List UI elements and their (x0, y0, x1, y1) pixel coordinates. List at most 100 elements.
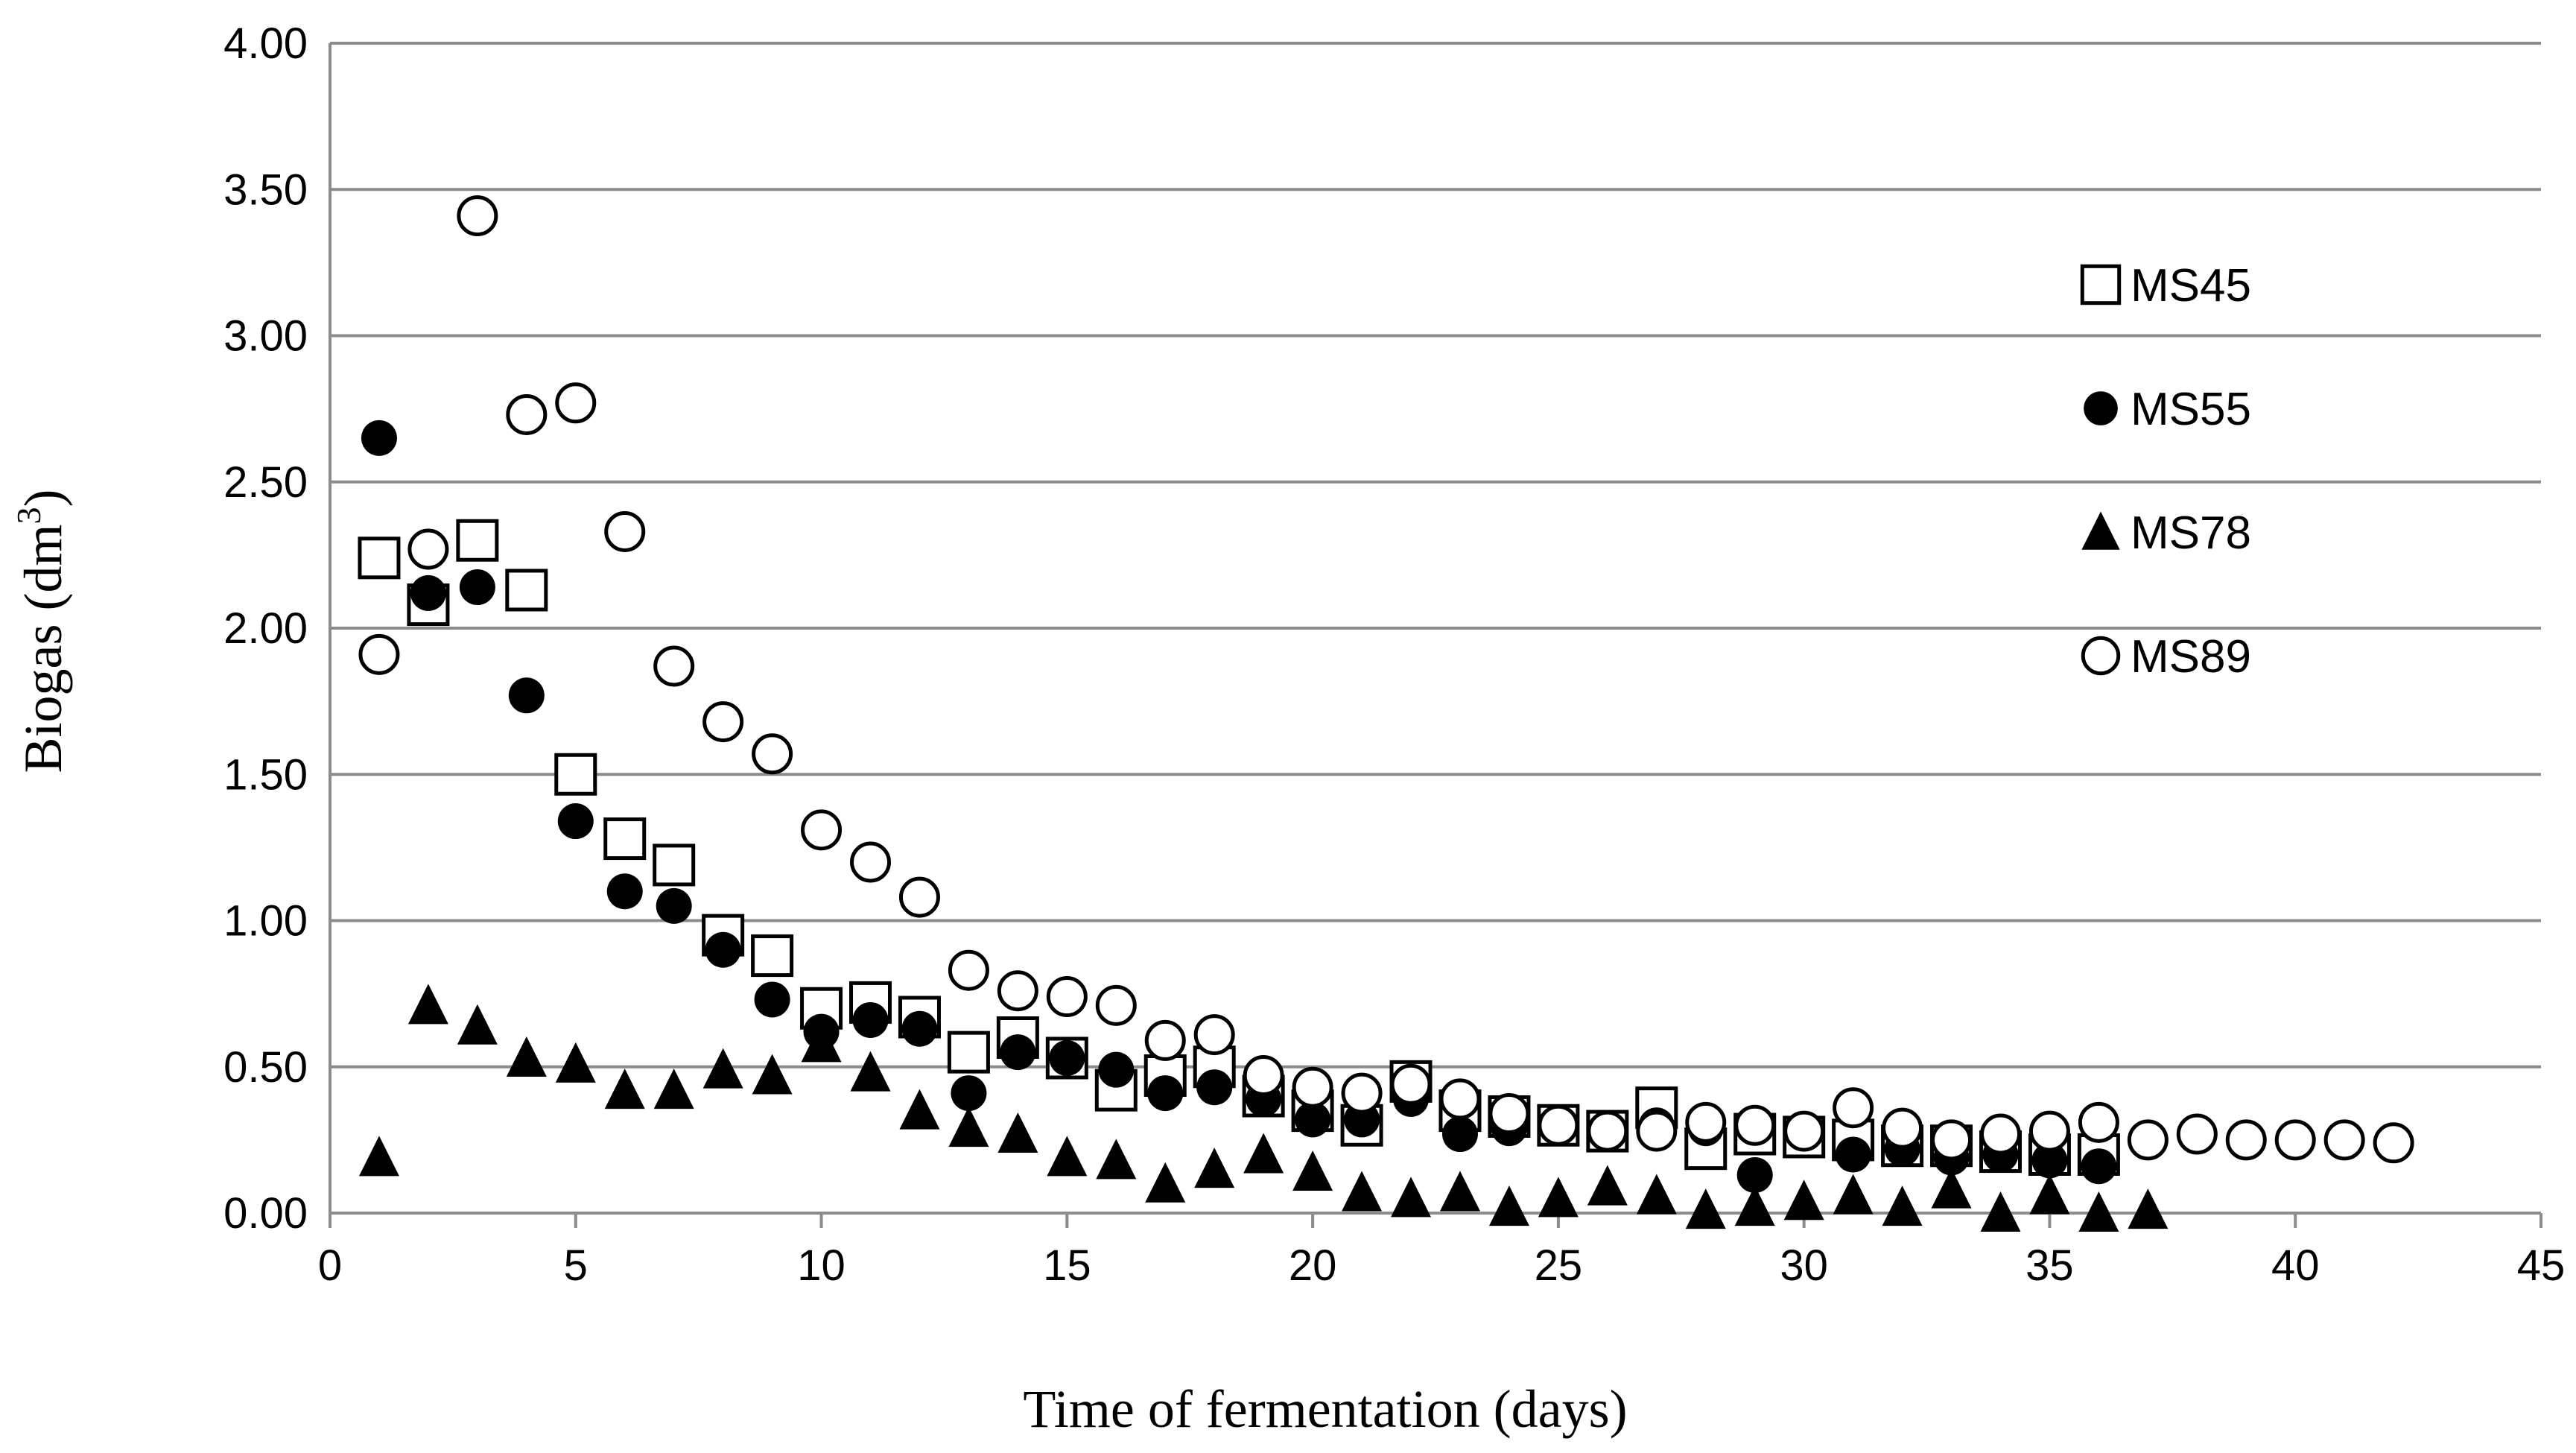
data-point-ms89 (1979, 1113, 2021, 1155)
data-point-ms55 (705, 931, 741, 968)
data-point-ms89 (2176, 1113, 2218, 1155)
data-point-ms78 (2128, 1188, 2169, 1229)
legend-item-ms55: MS55 (2084, 384, 2251, 435)
data-point-ms89 (2323, 1119, 2365, 1161)
y-axis-title-close: ) (13, 490, 73, 507)
data-point-ms78 (407, 984, 448, 1025)
series-ms89 (358, 195, 2414, 1164)
data-point-ms45 (947, 1031, 990, 1074)
data-point-ms78 (850, 1051, 891, 1092)
data-point-ms78 (1342, 1171, 1383, 1212)
y-tick-label: 3.00 (223, 312, 308, 361)
data-point-ms89 (1882, 1107, 1923, 1149)
data-point-ms55 (1000, 1034, 1036, 1071)
data-point-ms89 (555, 382, 597, 424)
data-point-ms89 (407, 528, 449, 570)
data-point-ms89 (702, 701, 744, 743)
data-point-ms89 (1685, 1101, 1727, 1143)
data-point-ms89 (1095, 984, 1137, 1026)
y-tick-label: 1.50 (223, 750, 308, 799)
data-point-ms55 (361, 420, 397, 456)
data-point-ms45 (554, 753, 597, 796)
legend-item-ms89: MS89 (2081, 631, 2251, 683)
data-point-ms89 (752, 733, 793, 775)
data-point-ms55 (1835, 1136, 1871, 1173)
y-axis-title-main: Biogas (dm (13, 525, 73, 773)
data-point-ms89 (1439, 1078, 1481, 1120)
series-ms78 (358, 984, 2169, 1232)
data-point-ms78 (1734, 1185, 1775, 1226)
legend-item-ms45: MS45 (2080, 260, 2251, 311)
x-tick-label: 35 (2025, 1241, 2074, 1290)
data-point-ms89 (1292, 1066, 1333, 1108)
data-point-ms89 (1488, 1093, 1530, 1135)
data-point-ms55 (508, 677, 545, 714)
data-point-ms45 (505, 569, 548, 612)
data-point-ms89 (2127, 1119, 2169, 1161)
data-point-ms89 (1390, 1063, 1432, 1105)
data-point-ms55 (1441, 1116, 1478, 1153)
data-point-ms89 (2274, 1119, 2316, 1161)
data-point-ms55 (1736, 1156, 1773, 1193)
data-point-ms89 (850, 841, 892, 883)
data-point-ms55 (459, 569, 495, 606)
y-tick-label: 0.50 (223, 1043, 308, 1092)
legend-marker-ms55 (2084, 391, 2118, 425)
data-point-ms55 (656, 887, 692, 924)
data-point-ms78 (1980, 1191, 2021, 1232)
data-point-ms78 (752, 1054, 793, 1095)
data-point-ms89 (997, 970, 1038, 1012)
data-point-ms55 (1196, 1069, 1233, 1106)
data-point-ms78 (1783, 1180, 1824, 1221)
y-tick-labels: 0.00 0.50 1.00 1.50 2.00 2.50 3.00 3.50 4.00 (223, 19, 308, 1238)
data-point-ms55 (754, 981, 790, 1018)
data-point-ms78 (948, 1107, 989, 1147)
data-point-ms78 (1439, 1171, 1480, 1212)
data-point-ms89 (2028, 1110, 2070, 1152)
data-point-ms78 (2029, 1174, 2070, 1215)
legend-marker-ms89 (2081, 636, 2121, 676)
data-point-ms78 (1636, 1174, 1677, 1215)
data-point-ms89 (1144, 1019, 1186, 1061)
data-point-ms78 (1047, 1136, 1088, 1177)
data-point-ms89 (1636, 1110, 1678, 1152)
legend-label-ms89: MS89 (2131, 631, 2251, 683)
data-point-ms78 (899, 1089, 940, 1130)
x-tick-label: 20 (1289, 1241, 1337, 1290)
data-point-ms78 (653, 1069, 694, 1109)
x-tick-label: 45 (2517, 1241, 2566, 1290)
data-point-ms78 (457, 1004, 498, 1045)
legend-marker-ms78 (2081, 511, 2120, 550)
data-point-ms78 (1685, 1188, 1726, 1229)
data-point-ms89 (1046, 976, 1088, 1018)
data-point-ms89 (1833, 1087, 1874, 1129)
data-point-ms89 (1341, 1072, 1383, 1114)
y-tick-label: 2.50 (223, 458, 308, 507)
axes (329, 43, 2542, 1228)
data-point-ms78 (1292, 1150, 1333, 1191)
data-point-ms89 (653, 645, 695, 687)
legend: MS45 MS55 MS78 MS89 (2080, 260, 2251, 683)
data-point-ms89 (1243, 1055, 1284, 1097)
data-point-ms55 (1295, 1101, 1331, 1138)
x-tick-labels: 0 5 10 15 20 25 30 35 40 45 (318, 1241, 2565, 1290)
y-axis-title-superscript: 3 (10, 507, 48, 525)
data-point-ms78 (1243, 1133, 1284, 1174)
data-point-ms89 (1193, 1014, 1235, 1056)
x-tick-label: 25 (1535, 1241, 1583, 1290)
data-point-ms55 (901, 1010, 938, 1047)
data-point-ms78 (604, 1069, 645, 1109)
legend-marker-ms45 (2080, 264, 2122, 306)
data-point-ms89 (2225, 1119, 2267, 1161)
data-point-ms89 (2373, 1122, 2414, 1164)
data-point-ms89 (898, 876, 940, 918)
y-tick-label: 3.50 (223, 165, 308, 214)
y-axis-title: Biogas (dm3) (10, 490, 73, 773)
data-point-ms45 (603, 817, 647, 861)
data-point-ms78 (1538, 1177, 1579, 1218)
data-point-ms78 (2078, 1191, 2119, 1232)
data-point-ms55 (1098, 1051, 1135, 1088)
data-point-ms89 (1931, 1119, 1973, 1161)
legend-label-ms55: MS55 (2131, 384, 2251, 435)
